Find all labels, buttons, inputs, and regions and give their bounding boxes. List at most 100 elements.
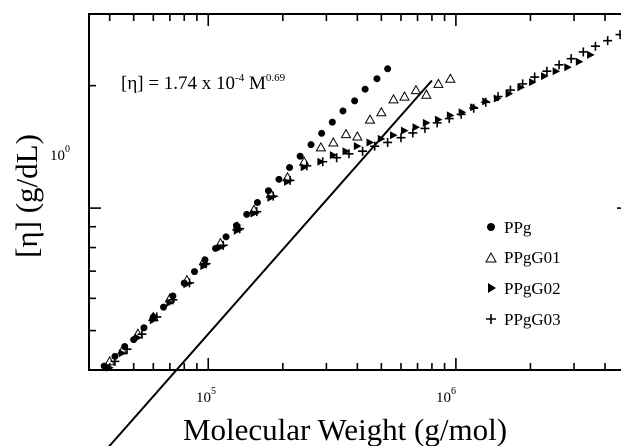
point-ppgg01-20 (399, 91, 410, 101)
point-ppgg01-19 (388, 93, 399, 104)
x-axis-label: Molecular Weight (g/mol) (183, 412, 507, 446)
point-ppgg02-36 (587, 50, 595, 59)
equation-annotation: [η] = 1.74 x 10-4 M0.69 (121, 72, 286, 94)
point-ppg-17 (275, 175, 283, 183)
legend-marker-ppgg03 (486, 314, 496, 324)
point-ppgg02-31 (529, 78, 537, 87)
legend-marker-ppgg02 (488, 283, 496, 293)
point-ppgg03-20 (408, 128, 418, 138)
legend-label-ppgg01: PPgG01 (504, 248, 561, 267)
point-ppgg03-21 (420, 123, 430, 133)
point-ppgg03-8 (235, 224, 245, 234)
point-ppgg01-16 (351, 130, 363, 141)
y-tick-label-1e0: 100 (50, 144, 70, 164)
point-ppgg02-35 (575, 57, 584, 66)
legend-label-ppgg03: PPgG03 (504, 310, 561, 329)
point-ppg-23 (339, 107, 347, 115)
point-ppgg01-23 (433, 78, 444, 88)
point-ppg-22 (328, 118, 336, 126)
point-ppg-4 (140, 324, 148, 332)
point-ppgg02-14 (329, 151, 338, 160)
point-ppgg02-15 (342, 147, 351, 156)
point-ppgg03-0 (110, 356, 120, 366)
point-ppgg03-25 (469, 103, 479, 113)
point-ppgg01-22 (421, 89, 432, 99)
point-ppgg03-34 (578, 47, 588, 57)
point-ppgg03-10 (268, 191, 278, 201)
point-ppgg03-33 (566, 54, 576, 64)
point-ppgg03-29 (518, 79, 528, 89)
legend-label-ppg: PPg (504, 218, 532, 237)
plot-frame (88, 13, 621, 371)
point-ppgg03-1 (122, 344, 132, 354)
point-ppgg01-17 (364, 114, 376, 124)
point-ppgg03-7 (218, 240, 228, 250)
point-ppgg03-14 (332, 153, 342, 163)
legend-marker-ppg (487, 223, 495, 231)
point-ppg-16 (264, 187, 272, 195)
legend-label-ppgg02: PPgG02 (504, 279, 561, 298)
point-ppgg02-33 (552, 67, 561, 76)
point-ppgg01-13 (315, 141, 327, 152)
point-ppgg03-5 (184, 278, 194, 288)
point-ppg-9 (190, 268, 198, 276)
point-ppg-1 (111, 352, 119, 360)
point-ppg-6 (160, 303, 168, 311)
point-ppgg03-36 (603, 36, 613, 46)
point-ppgg03-19 (396, 133, 406, 143)
point-ppgg02-29 (505, 89, 514, 98)
legend-marker-ppgg01 (485, 251, 497, 263)
point-ppg-20 (307, 141, 315, 149)
point-ppgg03-17 (370, 141, 380, 151)
point-ppgg03-18 (383, 137, 393, 147)
point-ppgg03-15 (344, 149, 354, 159)
legend: PPg PPgG01 PPgG02 PPgG03 (485, 218, 561, 329)
point-ppgg03-37 (615, 30, 621, 40)
point-ppgg03-16 (358, 146, 368, 156)
point-ppgg03-26 (481, 97, 491, 107)
point-ppgg03-27 (493, 92, 503, 102)
point-ppgg03-13 (318, 157, 328, 167)
point-ppg-21 (318, 129, 326, 137)
point-ppgg01-15 (340, 128, 352, 139)
point-ppgg03-24 (456, 109, 466, 119)
point-ppg-25 (361, 85, 369, 93)
point-ppgg03-30 (530, 72, 540, 82)
x-tick-label-1e5: 105 (196, 386, 216, 406)
point-ppg-24 (351, 97, 359, 105)
axis-ticks (89, 13, 621, 371)
point-ppgg03-3 (152, 312, 162, 322)
point-ppgg02-1 (118, 349, 127, 358)
point-ppgg02-4 (166, 298, 174, 307)
point-ppgg03-28 (505, 85, 515, 95)
point-ppgg03-9 (252, 207, 262, 217)
point-ppgg01-14 (327, 136, 339, 147)
point-ppgg01-24 (445, 73, 456, 83)
point-ppgg03-2 (137, 329, 147, 339)
point-ppgg02-2 (134, 333, 142, 342)
point-ppgg03-22 (432, 118, 442, 128)
point-ppg-18 (286, 164, 294, 172)
point-ppgg03-35 (590, 41, 600, 51)
point-ppgg02-34 (564, 63, 572, 72)
point-ppg-12 (222, 233, 230, 241)
fit-line (108, 79, 433, 446)
point-ppgg01-21 (410, 84, 422, 95)
point-ppgg03-6 (201, 259, 211, 269)
point-ppg-19 (296, 152, 304, 160)
point-ppgg01-18 (375, 106, 387, 117)
point-ppgg02-16 (353, 142, 362, 151)
point-ppgg02-32 (541, 72, 549, 81)
chart-marks (100, 30, 621, 446)
point-ppgg02-18 (377, 134, 386, 143)
point-ppgg03-12 (302, 161, 312, 171)
point-ppgg03-32 (554, 60, 564, 70)
point-ppgg02-20 (400, 126, 409, 135)
point-ppg-15 (253, 199, 261, 207)
point-ppg-26 (373, 75, 381, 83)
point-ppgg02-3 (149, 316, 158, 325)
x-tick-label-1e6: 106 (436, 386, 456, 406)
y-axis-label: [η] (g/dL) (9, 134, 44, 258)
point-ppgg02-17 (366, 138, 375, 147)
